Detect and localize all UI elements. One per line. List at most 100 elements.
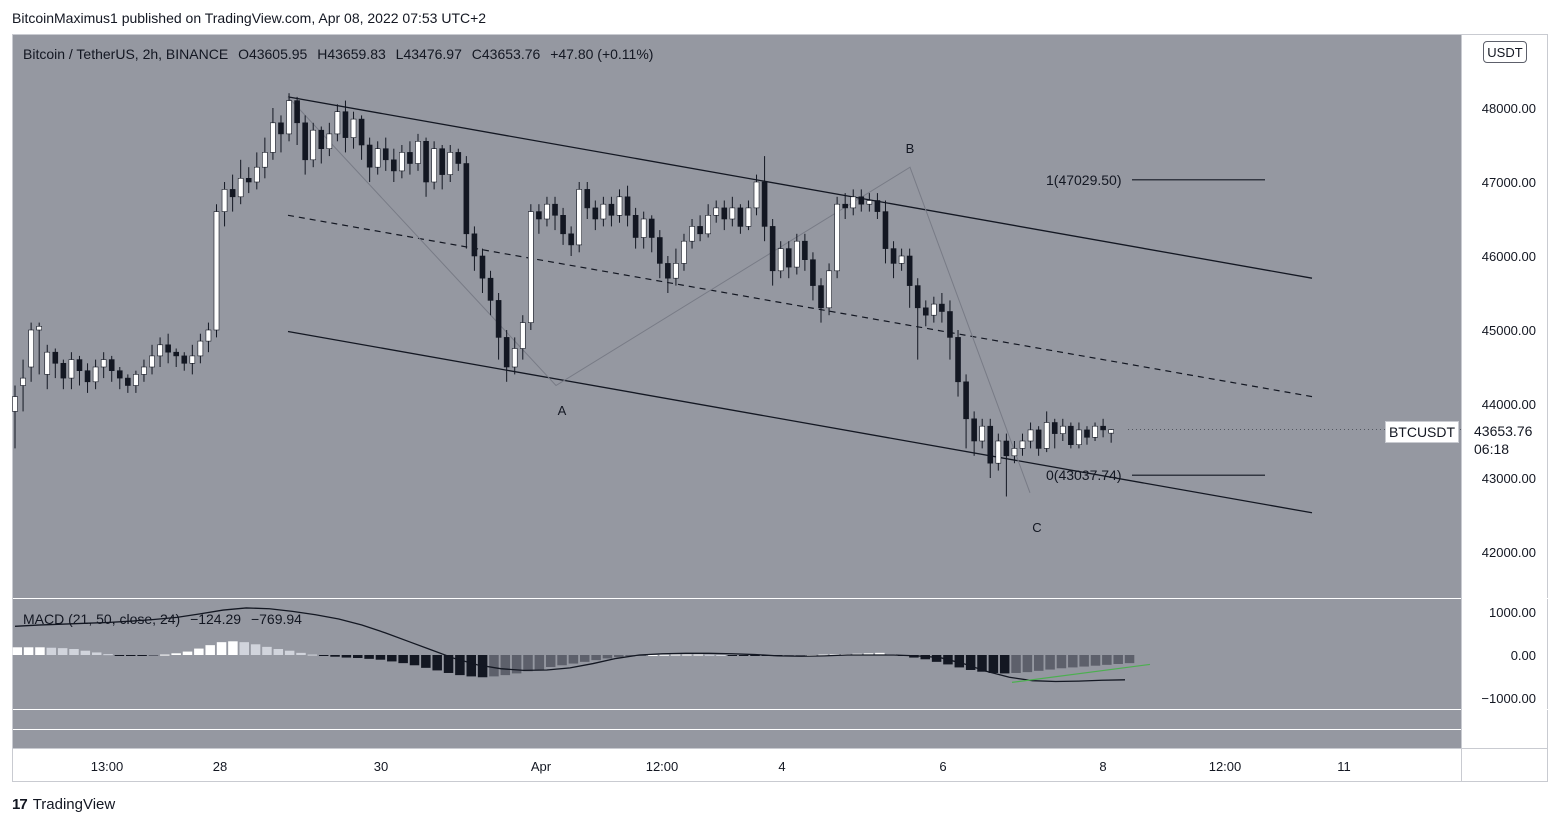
- candle-body: [777, 248, 784, 272]
- macd-histogram-bar: [443, 655, 454, 673]
- candle-body: [576, 189, 583, 246]
- candle-body: [350, 118, 357, 138]
- candle-body: [536, 211, 542, 220]
- macd-histogram-bar: [228, 641, 238, 655]
- macd-histogram-bar: [364, 655, 374, 659]
- candle-body: [826, 270, 832, 309]
- macd-histogram-bar: [750, 655, 760, 656]
- macd-legend[interactable]: MACD (21, 50, close, 24) −124.29 −769.94: [23, 611, 302, 627]
- macd-histogram-bar: [318, 655, 329, 656]
- candle-body: [939, 303, 945, 312]
- candle-body: [108, 359, 115, 372]
- footer-brand[interactable]: 17 TradingView: [12, 796, 115, 813]
- macd-histogram-bar: [160, 654, 170, 656]
- macd-histogram-bar: [284, 650, 295, 655]
- candle-body: [1084, 429, 1090, 438]
- price-pane-bg: [13, 35, 1461, 598]
- candle-body: [665, 263, 671, 279]
- legend-low: 43476.97: [403, 46, 462, 62]
- candle-body: [987, 425, 994, 464]
- macd-histogram-bar: [648, 655, 658, 656]
- macd-histogram-bar: [704, 654, 715, 656]
- candle-body: [366, 144, 373, 168]
- candle-body: [286, 100, 292, 135]
- macd-histogram-bar: [296, 652, 306, 655]
- macd-histogram-bar: [12, 647, 22, 655]
- macd-histogram-bar: [375, 655, 386, 660]
- macd-axis-label: 1000.00: [1489, 605, 1536, 620]
- candle-body: [632, 215, 639, 238]
- candle-body: [84, 370, 91, 383]
- candle-body: [648, 218, 655, 238]
- candle-body: [785, 248, 792, 268]
- candle-body: [511, 348, 518, 368]
- macd-histogram-bar: [1011, 655, 1021, 673]
- macd-histogram-bar: [965, 655, 976, 670]
- symbol-legend[interactable]: Bitcoin / TetherUS, 2h, BINANCE O43605.9…: [23, 46, 653, 62]
- candle-body: [656, 237, 663, 264]
- macd-histogram-bar: [262, 646, 272, 655]
- candle-body: [463, 163, 470, 235]
- currency-badge[interactable]: USDT: [1483, 41, 1527, 63]
- macd-histogram-bar: [1022, 655, 1033, 673]
- candle-body: [979, 425, 986, 442]
- macd-histogram-bar: [455, 655, 465, 676]
- macd-axis-label: 0.00: [1511, 648, 1536, 663]
- macd-histogram-bar: [330, 655, 340, 657]
- candle-body: [906, 255, 913, 286]
- macd-histogram-bar: [341, 655, 352, 658]
- macd-histogram-bar: [954, 655, 965, 668]
- legend-low-label: L: [395, 46, 404, 62]
- candle-body: [681, 240, 687, 264]
- macd-histogram-bar: [716, 655, 726, 656]
- candle-body: [173, 351, 179, 357]
- macd-histogram-bar: [80, 650, 91, 655]
- candle-body: [205, 329, 212, 342]
- legend-change: +47.80 (+0.11%): [550, 46, 654, 62]
- candle-body: [44, 351, 51, 375]
- legend-close-label: C: [471, 46, 482, 62]
- candle-body: [528, 211, 534, 323]
- candle-body: [689, 226, 695, 242]
- candle-body: [189, 355, 196, 364]
- candle-body: [36, 325, 42, 331]
- candle-body: [229, 189, 236, 198]
- candle-body: [100, 359, 107, 368]
- candle-body: [254, 166, 260, 183]
- time-axis-label: 13:00: [91, 759, 124, 774]
- macd-histogram-bar: [126, 655, 136, 656]
- candle-body: [1092, 425, 1098, 438]
- candle-body: [616, 196, 623, 216]
- candle-body: [890, 248, 897, 264]
- abc-wave-path: [287, 96, 1031, 493]
- candle-body: [673, 263, 679, 279]
- candle-body: [947, 311, 953, 338]
- price-axis-label: 48000.00: [1482, 101, 1536, 116]
- candle-body: [866, 200, 873, 205]
- macd-histogram-bar: [863, 653, 874, 655]
- candle-body: [479, 255, 486, 279]
- fib-level-label: 1(47029.50): [1046, 172, 1122, 188]
- divergence-trendline: [1011, 663, 1151, 683]
- candle-body: [1100, 425, 1106, 431]
- macd-histogram-bar: [614, 655, 624, 658]
- channel-lower-line: [287, 330, 1313, 514]
- candle-body: [963, 381, 969, 420]
- candle-body: [608, 203, 615, 216]
- macd-value: −124.29: [190, 611, 242, 627]
- wave-label-c: C: [1032, 520, 1041, 535]
- candle-body: [1043, 422, 1050, 449]
- candle-body: [552, 203, 558, 216]
- candle-body: [745, 207, 752, 227]
- macd-histogram-bar: [69, 649, 79, 655]
- price-axis-label: 43000.00: [1482, 471, 1536, 486]
- candle-body: [834, 203, 840, 272]
- time-axis-label: 30: [374, 759, 388, 774]
- candle-body: [1076, 429, 1082, 445]
- macd-histogram-bar: [682, 654, 692, 656]
- candle-body: [519, 322, 526, 349]
- candle-body: [1108, 429, 1114, 434]
- macd-histogram-bar: [523, 655, 533, 672]
- candle-body: [334, 111, 341, 135]
